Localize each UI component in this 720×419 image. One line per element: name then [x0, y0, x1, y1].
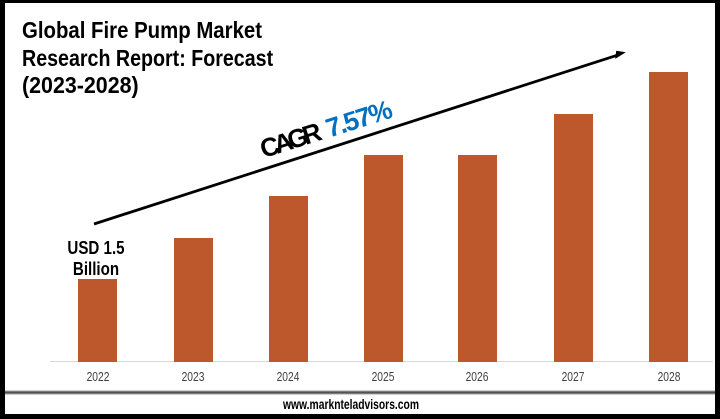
svg-text:7.57%: 7.57%	[322, 94, 396, 143]
svg-text:CAGR: CAGR	[256, 116, 325, 164]
